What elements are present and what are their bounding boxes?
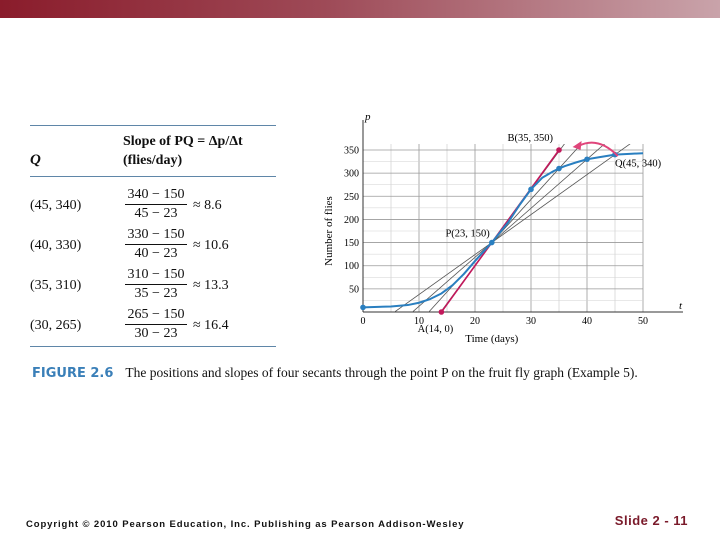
curve-point: [528, 186, 534, 193]
table-row: (40, 330) 330 − 150 40 − 23 ≈ 10.6: [30, 227, 276, 267]
x-tick-label: 40: [582, 316, 592, 327]
row-q: (40, 330): [30, 238, 82, 253]
secant-line: [411, 144, 606, 312]
header-bar: [0, 0, 720, 18]
fraction-denominator: 35 − 23: [134, 286, 178, 301]
curve-point: [489, 239, 495, 246]
slope-value: ≈ 10.6: [193, 238, 229, 253]
x-axis-symbol: t: [679, 300, 683, 312]
y-tick-label: 250: [344, 192, 359, 203]
column-header-slope-units: (flies/day): [123, 153, 183, 168]
fraction-denominator: 45 − 23: [134, 206, 178, 221]
curve-point: [360, 304, 366, 311]
x-tick-label: 30: [526, 316, 536, 327]
y-tick-label: 300: [344, 169, 359, 180]
slope-value: ≈ 13.3: [193, 278, 229, 293]
table-header-rule: [30, 176, 276, 178]
y-tick-label: 50: [349, 284, 359, 295]
q-motion-arrowhead: [572, 141, 582, 150]
point-annotation: Q(45, 340): [615, 159, 662, 170]
fruit-fly-chart: p t 0 10 20 30 40 50 50 100 150 200 250 300 350 Time (d…: [323, 111, 683, 345]
fraction-numerator: 340 − 150: [125, 187, 187, 205]
slide-number: Slide 2 - 11: [614, 513, 688, 528]
y-tick-label: 200: [344, 215, 359, 226]
curve-point: [584, 156, 590, 163]
q-motion-arrow: [578, 141, 619, 157]
copyright-footer: Copyright © 2010 Pearson Education, Inc.…: [26, 519, 465, 530]
y-tick-label: 350: [344, 146, 359, 157]
curve-point: [556, 165, 562, 172]
y-axis-symbol: p: [364, 111, 371, 123]
table-bottom-rule: [30, 346, 276, 348]
y-tick-label: 150: [344, 238, 359, 249]
fraction-numerator: 265 − 150: [125, 307, 187, 325]
point-annotation: B(35, 350): [508, 133, 554, 144]
figure-caption: FIGURE 2.6 The positions and slopes of fo…: [32, 365, 638, 381]
caption-text: The positions and slopes of four secants…: [125, 365, 638, 380]
secant-line: [393, 144, 631, 312]
column-header-slope: Slope of PQ = Δp/Δt: [123, 134, 243, 149]
row-q: (35, 310): [30, 278, 82, 293]
x-tick-label: 10: [414, 316, 424, 327]
table-row: (45, 340) 340 − 150 45 − 23 ≈ 8.6: [30, 187, 276, 227]
table-top-rule: [30, 125, 276, 127]
row-q: (45, 340): [30, 198, 82, 213]
fraction-numerator: 330 − 150: [125, 227, 187, 245]
x-tick-label: 50: [638, 316, 648, 327]
point-annotation: P(23, 150): [445, 229, 490, 240]
table-row: (35, 310) 310 − 150 35 − 23 ≈ 13.3: [30, 267, 276, 307]
tangent-point: [438, 309, 445, 315]
y-axis-label: Number of flies: [323, 196, 335, 266]
figure-label: FIGURE 2.6: [32, 366, 114, 381]
column-header-q: Q: [30, 152, 41, 168]
slope-fraction: 340 − 150 45 − 23: [125, 187, 187, 222]
slope-fraction: 310 − 150 35 − 23: [125, 267, 187, 302]
point-annotation: A(14, 0): [418, 324, 454, 335]
slope-fraction: 330 − 150 40 − 23: [125, 227, 187, 262]
x-tick-label: 0: [361, 316, 366, 327]
x-tick-label: 20: [470, 316, 480, 327]
fraction-numerator: 310 − 150: [125, 267, 187, 285]
slope-value: ≈ 16.4: [193, 318, 229, 333]
fraction-denominator: 40 − 23: [134, 246, 178, 261]
table-row: (30, 265) 265 − 150 30 − 23 ≈ 16.4: [30, 307, 276, 347]
secant-line: [428, 144, 582, 312]
tangent-point: [556, 147, 562, 153]
x-axis-label: Time (days): [465, 333, 518, 345]
y-tick-label: 100: [344, 261, 359, 272]
row-q: (30, 265): [30, 318, 82, 333]
slope-value: ≈ 8.6: [193, 198, 222, 213]
slope-fraction: 265 − 150 30 − 23: [125, 307, 187, 342]
fraction-denominator: 30 − 23: [134, 326, 178, 341]
